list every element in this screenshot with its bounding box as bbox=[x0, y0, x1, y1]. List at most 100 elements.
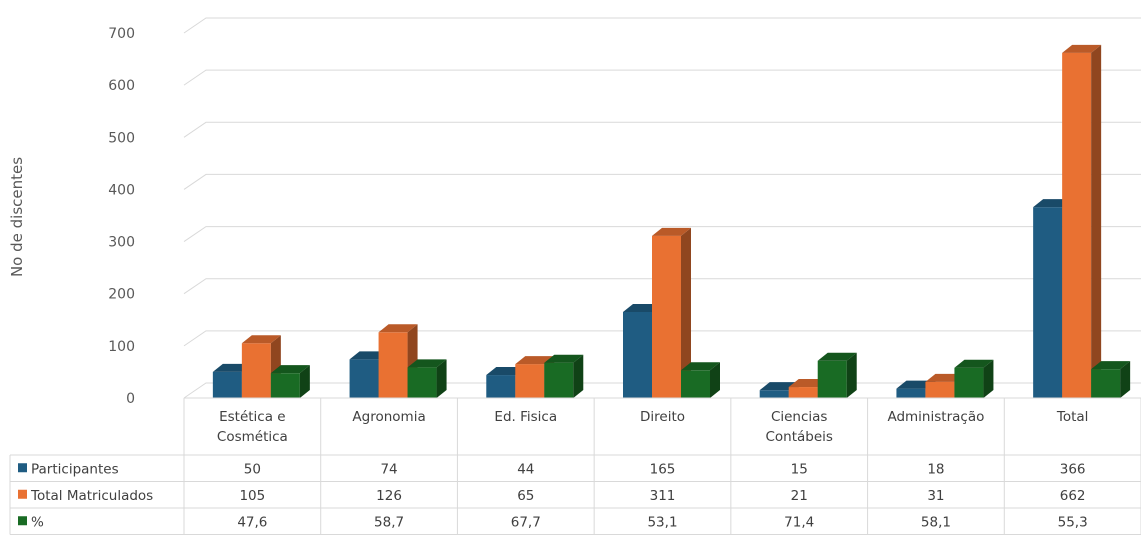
y-tick-label: 700 bbox=[108, 26, 135, 42]
bar-side bbox=[983, 359, 994, 398]
bar-top bbox=[378, 324, 418, 333]
y-tick-label: 400 bbox=[108, 182, 135, 198]
bar-top bbox=[241, 335, 281, 344]
y-axis-ticks: 0 100 200 300 400 500 600 700 bbox=[108, 26, 135, 407]
data-cell: 18 bbox=[927, 461, 944, 477]
bar-top bbox=[515, 356, 555, 365]
bar bbox=[954, 359, 994, 398]
bar-side bbox=[681, 227, 691, 398]
bar-side bbox=[436, 359, 447, 398]
bar-front bbox=[817, 360, 847, 398]
data-table: Estética e Cosmética Agronomia Ed. Fisica Di… bbox=[9, 397, 1141, 535]
data-cell: 126 bbox=[376, 488, 402, 504]
bar-front bbox=[681, 370, 710, 398]
y-tick-label: 600 bbox=[108, 78, 135, 94]
data-cell: 15 bbox=[791, 461, 808, 477]
bar-front bbox=[623, 311, 652, 398]
gridline bbox=[183, 17, 1141, 34]
bar-side bbox=[299, 365, 310, 398]
bar-top bbox=[1062, 44, 1102, 53]
bar-front bbox=[241, 343, 271, 398]
bar bbox=[241, 335, 281, 398]
category-label: Ciencias bbox=[771, 409, 828, 425]
data-cell: 67,7 bbox=[511, 514, 541, 530]
bar-front bbox=[759, 390, 789, 398]
bar-top bbox=[954, 359, 994, 368]
bar-front bbox=[1062, 52, 1092, 399]
bar-side bbox=[573, 354, 584, 398]
bar-front bbox=[515, 364, 545, 398]
bar-front bbox=[1091, 369, 1121, 398]
bar-top bbox=[270, 365, 310, 374]
category-label: Total bbox=[1056, 409, 1089, 425]
data-cell: 31 bbox=[927, 488, 944, 504]
category-label: Ed. Fisica bbox=[494, 409, 557, 425]
bar-top bbox=[681, 362, 720, 371]
bar-top bbox=[652, 227, 691, 236]
bar bbox=[1091, 361, 1131, 398]
gridline bbox=[183, 121, 1141, 138]
series-name: % bbox=[31, 514, 44, 530]
bar-front bbox=[407, 367, 437, 398]
bar-front bbox=[652, 235, 681, 398]
gridline bbox=[183, 278, 1141, 295]
bar-front bbox=[349, 359, 379, 398]
series-name: Total Matriculados bbox=[30, 488, 153, 504]
bar-front bbox=[788, 387, 818, 398]
data-cell: 21 bbox=[791, 488, 808, 504]
bars bbox=[212, 44, 1131, 399]
bar-side bbox=[1091, 44, 1102, 399]
bar-top bbox=[817, 352, 857, 361]
legend-key bbox=[18, 516, 27, 526]
gridlines bbox=[183, 17, 1141, 399]
y-axis-label: No de discentes bbox=[8, 157, 26, 277]
data-cell: 55,3 bbox=[1058, 514, 1088, 530]
bar-front bbox=[954, 367, 984, 398]
category-label: Agronomia bbox=[352, 409, 425, 425]
bar bbox=[1062, 44, 1102, 399]
data-cell: 74 bbox=[380, 461, 397, 477]
category-label: Contábeis bbox=[765, 429, 832, 445]
gridline bbox=[183, 69, 1141, 86]
bar-front bbox=[925, 381, 955, 398]
category-label: Administração bbox=[887, 409, 984, 425]
bar-top bbox=[407, 359, 447, 368]
bar bbox=[407, 359, 447, 398]
gridline bbox=[183, 330, 1141, 347]
series-name: Participantes bbox=[31, 461, 119, 477]
bar bbox=[681, 362, 720, 398]
bar-top bbox=[544, 354, 584, 363]
data-cell: 50 bbox=[244, 461, 261, 477]
bar-side bbox=[710, 362, 720, 398]
data-cell: 662 bbox=[1060, 488, 1086, 504]
data-cell: 47,6 bbox=[237, 514, 267, 530]
bar-front bbox=[544, 362, 574, 398]
bar-front bbox=[378, 332, 408, 398]
y-tick-label: 500 bbox=[108, 130, 135, 146]
legend-key bbox=[18, 463, 27, 473]
bar-front bbox=[212, 371, 242, 398]
data-cell: 58,7 bbox=[374, 514, 404, 530]
bar-front bbox=[270, 373, 300, 398]
data-cell: 105 bbox=[239, 488, 265, 504]
data-cell: 311 bbox=[650, 488, 676, 504]
bar bbox=[270, 365, 310, 398]
y-tick-label: 0 bbox=[126, 391, 135, 407]
y-tick-label: 300 bbox=[108, 235, 135, 251]
bar-front bbox=[896, 388, 926, 398]
bar-front bbox=[1033, 207, 1063, 398]
data-cell: 366 bbox=[1060, 461, 1086, 477]
gridline bbox=[183, 173, 1141, 190]
bar bbox=[652, 227, 691, 398]
bar-top bbox=[1091, 361, 1131, 370]
gridline bbox=[183, 226, 1141, 242]
category-label: Direito bbox=[640, 409, 685, 425]
data-cell: 58,1 bbox=[921, 514, 951, 530]
bar bbox=[544, 354, 584, 398]
category-label: Estética e bbox=[219, 409, 286, 425]
data-cell: 65 bbox=[517, 488, 534, 504]
data-cell: 44 bbox=[517, 461, 534, 477]
bar-front bbox=[486, 375, 516, 398]
category-label: Cosmética bbox=[217, 429, 288, 445]
